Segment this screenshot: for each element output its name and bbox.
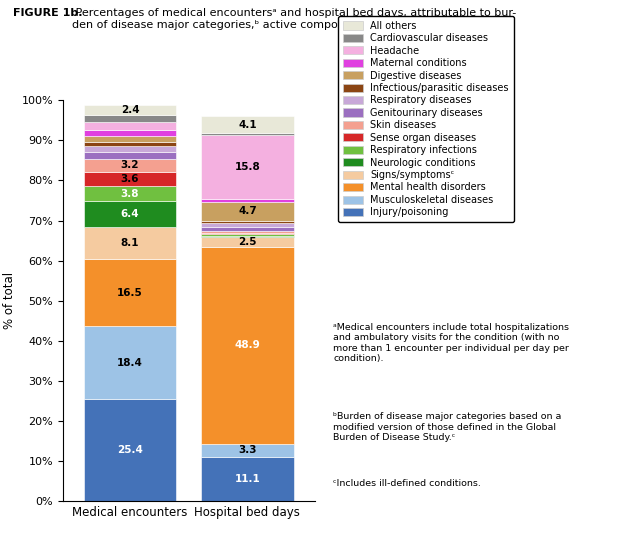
Text: 4.7: 4.7: [238, 206, 257, 216]
Bar: [84, 227, 176, 260]
Text: 4.1: 4.1: [238, 120, 257, 130]
Bar: [201, 237, 294, 247]
Text: 16.5: 16.5: [117, 287, 143, 297]
Text: 6.4: 6.4: [121, 209, 139, 219]
Text: 3.3: 3.3: [238, 445, 257, 455]
Bar: [201, 221, 294, 223]
Text: 2.5: 2.5: [238, 237, 257, 247]
Bar: [84, 105, 176, 115]
Text: ᵃMedical encounters include total hospitalizations
and ambulatory visits for the: ᵃMedical encounters include total hospit…: [333, 323, 569, 363]
Text: Percentages of medical encountersᵃ and hospital bed days, attributable to bur-
d: Percentages of medical encountersᵃ and h…: [72, 8, 516, 30]
Text: 48.9: 48.9: [235, 340, 260, 350]
Bar: [201, 457, 294, 501]
Bar: [84, 130, 176, 135]
Bar: [201, 198, 294, 202]
Text: 15.8: 15.8: [235, 162, 260, 172]
Text: 3.8: 3.8: [121, 189, 139, 199]
Bar: [201, 223, 294, 227]
Text: 3.6: 3.6: [121, 174, 139, 184]
Bar: [84, 172, 176, 186]
Bar: [84, 399, 176, 501]
Bar: [84, 115, 176, 122]
Text: FIGURE 1b.: FIGURE 1b.: [13, 8, 82, 18]
Bar: [84, 326, 176, 399]
Bar: [201, 202, 294, 221]
Text: 3.2: 3.2: [121, 160, 139, 170]
Text: ᵇBurden of disease major categories based on a
modified version of those defined: ᵇBurden of disease major categories base…: [333, 412, 562, 442]
Bar: [84, 135, 176, 141]
Bar: [201, 227, 294, 231]
Bar: [201, 236, 294, 237]
Bar: [201, 247, 294, 443]
Bar: [201, 116, 294, 133]
Bar: [84, 201, 176, 227]
Y-axis label: % of total: % of total: [3, 272, 16, 329]
Bar: [84, 122, 176, 130]
Legend: All others, Cardiovascular diseases, Headache, Maternal conditions, Digestive di: All others, Cardiovascular diseases, Hea…: [338, 16, 514, 222]
Bar: [201, 133, 294, 135]
Text: 2.4: 2.4: [121, 105, 139, 115]
Bar: [201, 135, 294, 198]
Text: 25.4: 25.4: [117, 446, 143, 456]
Text: 8.1: 8.1: [121, 238, 139, 248]
Bar: [84, 159, 176, 172]
Bar: [84, 186, 176, 201]
Bar: [201, 443, 294, 457]
Text: 11.1: 11.1: [235, 474, 260, 484]
Bar: [84, 153, 176, 159]
Bar: [201, 234, 294, 236]
Text: 18.4: 18.4: [117, 358, 143, 368]
Bar: [201, 233, 294, 234]
Bar: [84, 260, 176, 326]
Bar: [201, 231, 294, 233]
Text: ᶜIncludes ill-defined conditions.: ᶜIncludes ill-defined conditions.: [333, 479, 481, 488]
Bar: [84, 141, 176, 146]
Bar: [84, 146, 176, 153]
